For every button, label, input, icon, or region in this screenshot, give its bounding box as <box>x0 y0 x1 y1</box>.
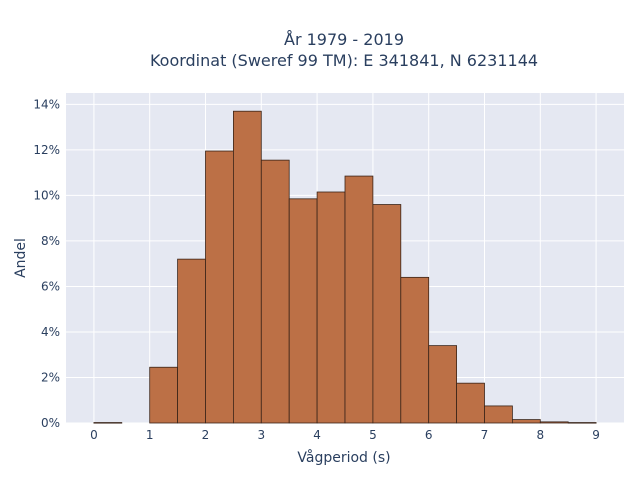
x-tick-label: 0 <box>90 428 98 442</box>
histogram-bar <box>344 175 374 424</box>
chart-title-line-2: Koordinat (Sweref 99 TM): E 341841, N 62… <box>150 51 538 70</box>
x-tick-label: 4 <box>313 428 321 442</box>
x-tick-label: 8 <box>536 428 544 442</box>
histogram-bar <box>232 110 262 424</box>
histogram-bar <box>93 422 123 424</box>
histogram-bar <box>316 191 346 424</box>
y-tick-label: 4% <box>41 325 60 339</box>
x-tick-label: 2 <box>202 428 210 442</box>
x-axis-ticks: 0 1 2 3 4 5 6 7 8 9 <box>90 428 600 442</box>
y-axis-ticks: 0% 2% 4% 6% 8% 10% 12% 14% <box>33 97 60 430</box>
histogram-bar <box>205 150 234 424</box>
x-tick-label: 7 <box>481 428 489 442</box>
x-tick-label: 1 <box>146 428 154 442</box>
y-tick-label: 6% <box>41 279 60 293</box>
histogram-bar <box>400 276 430 424</box>
y-axis-label: Andel <box>13 238 29 278</box>
x-tick-label: 9 <box>592 428 600 442</box>
histogram-bar <box>456 382 485 424</box>
histogram-bar <box>567 422 597 424</box>
x-tick-label: 6 <box>425 428 433 442</box>
x-tick-label: 3 <box>257 428 265 442</box>
histogram-bar <box>484 405 513 424</box>
chart-title-line-1: År 1979 - 2019 <box>284 30 404 49</box>
histogram-bar <box>539 421 569 424</box>
histogram-bars <box>93 110 597 424</box>
histogram-bar <box>149 366 178 424</box>
y-tick-label: 12% <box>33 143 60 157</box>
y-tick-label: 8% <box>41 234 60 248</box>
y-tick-label: 10% <box>33 188 60 202</box>
histogram-bar <box>512 419 541 424</box>
histogram-bar <box>260 159 290 424</box>
histogram-bar <box>372 204 402 424</box>
x-tick-label: 5 <box>369 428 377 442</box>
histogram-bar <box>177 258 206 424</box>
y-tick-label: 14% <box>33 97 60 111</box>
histogram-bar <box>288 198 318 424</box>
histogram-bar <box>428 345 458 424</box>
x-axis-label: Vågperiod (s) <box>297 449 390 466</box>
y-tick-label: 2% <box>41 370 60 384</box>
y-tick-label: 0% <box>41 416 60 430</box>
